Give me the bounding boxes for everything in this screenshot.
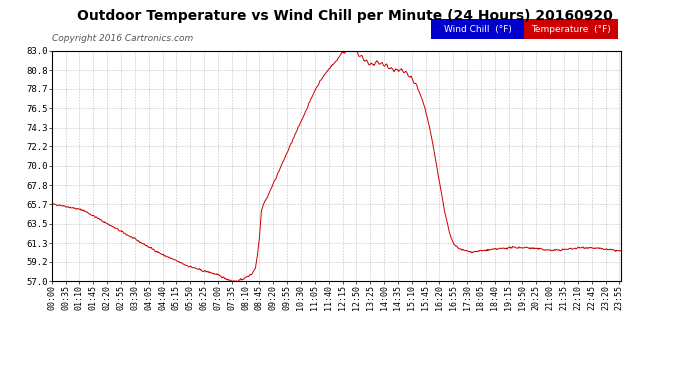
Text: Temperature  (°F): Temperature (°F) xyxy=(531,25,611,34)
Text: Copyright 2016 Cartronics.com: Copyright 2016 Cartronics.com xyxy=(52,34,193,43)
Text: Outdoor Temperature vs Wind Chill per Minute (24 Hours) 20160920: Outdoor Temperature vs Wind Chill per Mi… xyxy=(77,9,613,23)
Text: Wind Chill  (°F): Wind Chill (°F) xyxy=(444,25,512,34)
